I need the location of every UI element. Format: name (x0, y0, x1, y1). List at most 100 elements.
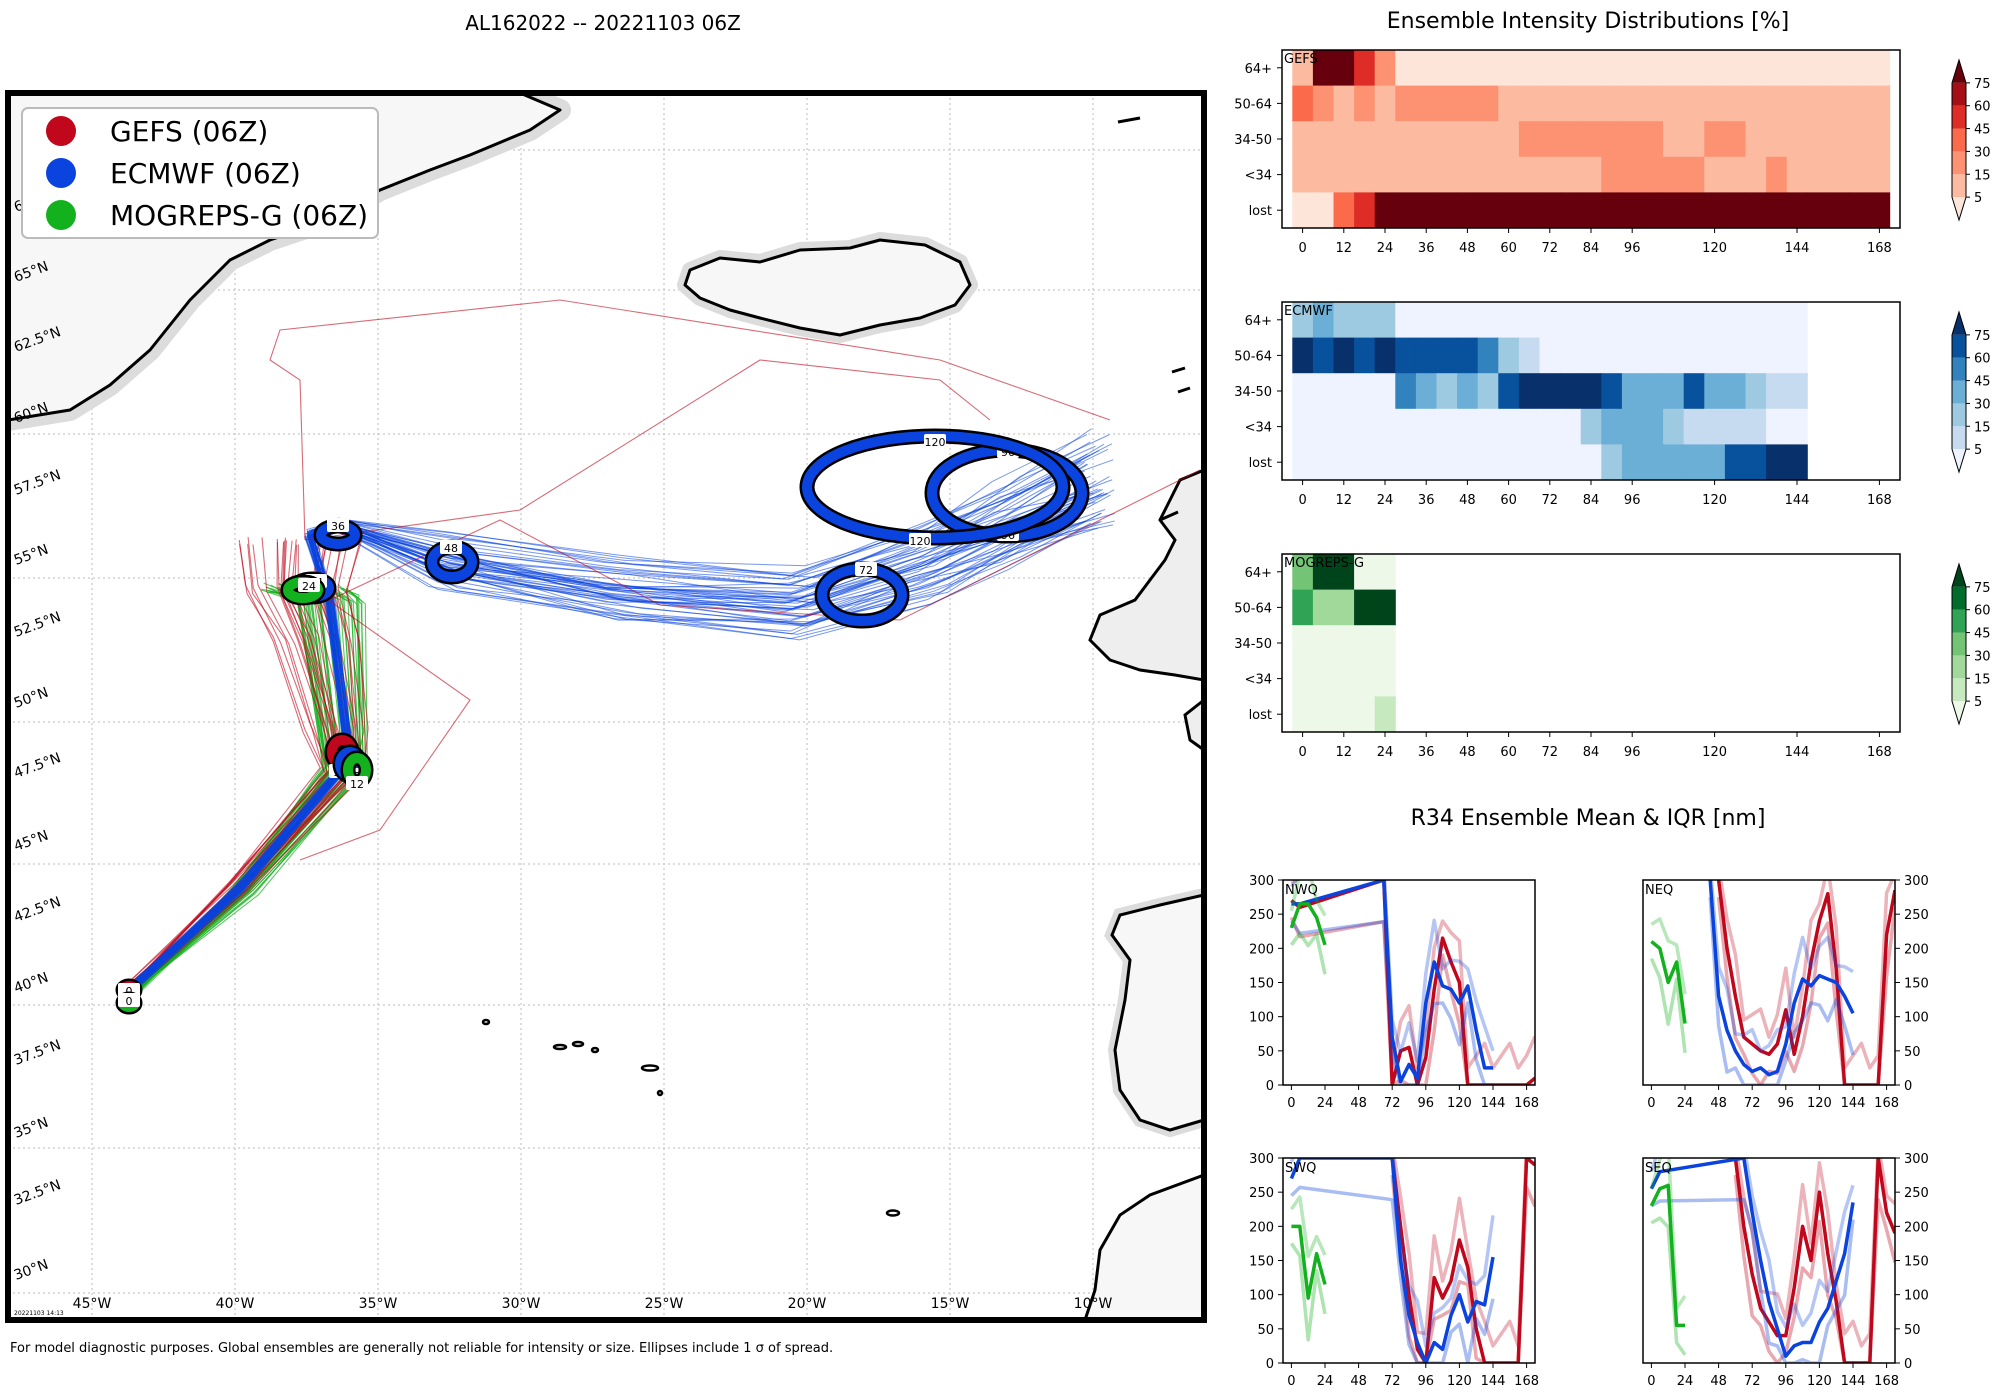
heatmap-cell (1436, 337, 1458, 374)
heatmap-cell (1580, 121, 1602, 158)
heatmap-cell (1539, 85, 1561, 122)
heatmap-cell (1415, 337, 1437, 374)
heatmap-cell (1745, 444, 1767, 481)
heatmap-cell (1642, 373, 1664, 410)
heatmap-cell (1498, 408, 1520, 445)
ecmwf-hour-48-label: 48 (440, 540, 462, 555)
heatmap-cell (1766, 156, 1788, 193)
heatmap-cell (1312, 50, 1334, 87)
x-tick-label: 48 (1350, 1096, 1367, 1111)
heatmap-cell (1292, 444, 1314, 481)
heatmap-cell (1683, 192, 1705, 229)
x-tick-label: 12 (1336, 241, 1353, 256)
y-tick-label: 300 (1249, 874, 1274, 889)
heatmap-cell (1333, 337, 1355, 374)
colorbar-tick-label: 45 (1974, 627, 1991, 642)
azores (481, 1018, 901, 1217)
heatmap-cell (1477, 337, 1499, 374)
mean-line-mogreps-g (1291, 1224, 1327, 1300)
iqr-line-mogreps-g (1649, 1158, 1687, 1311)
x-tick-label: 0 (1298, 493, 1306, 508)
row-label: 50-64 (1234, 601, 1272, 616)
heatmap-cell (1292, 337, 1314, 374)
gefs-outlier (304, 359, 991, 541)
heatmap-cell (1827, 85, 1849, 122)
mean-line-ecmwf (1708, 880, 1855, 1077)
y-tick-label: 200 (1249, 942, 1274, 957)
heatmap-cell (1292, 192, 1314, 229)
panel-series (1649, 1158, 1895, 1363)
heatmap-cell (1374, 302, 1396, 339)
quadrant-label: NWQ (1285, 883, 1318, 898)
colorbar-segment (1952, 82, 1966, 106)
heatmap-cell (1580, 444, 1602, 481)
iqr-line-ecmwf (1650, 1197, 1855, 1363)
x-tick-label: 60 (1500, 241, 1517, 256)
gefs-outlier (269, 299, 1111, 541)
colorbar-segment (1952, 701, 1966, 724)
heatmap-cell (1518, 337, 1540, 374)
x-tick-label: 72 (1542, 493, 1559, 508)
heatmap-cell (1436, 373, 1458, 410)
heatmap-cell (1312, 589, 1334, 626)
heatmap-cell (1580, 85, 1602, 122)
heatmap-cell (1560, 50, 1582, 87)
y-tick-label: 0 (1904, 1357, 1912, 1372)
panel-series (1649, 880, 1895, 1085)
heatmap-cell (1786, 337, 1808, 374)
lon-label: 25°W (645, 1296, 684, 1312)
heatmap-cell (1518, 50, 1540, 87)
heatmap-cell (1663, 444, 1685, 481)
heatmap-cell (1477, 156, 1499, 193)
colorbar-segment (1952, 403, 1966, 427)
north-africa (1083, 1173, 1204, 1320)
heatmap-cell (1477, 408, 1499, 445)
legend-swatch (46, 200, 76, 230)
gefs-track (126, 544, 328, 990)
colorbar-segment (1952, 151, 1966, 175)
heatmap-cell (1539, 408, 1561, 445)
heatmap-cell (1601, 121, 1623, 158)
heatmap-cell (1601, 50, 1623, 87)
r34-panel-nwq: NWQ 0 50 100 150 200 250 300 0 24 48 72 96 120 144 168 (1249, 874, 1539, 1111)
marker-label: 72 (859, 564, 873, 577)
x-tick-label: 12 (1336, 745, 1353, 760)
heatmap-cell (1415, 85, 1437, 122)
row-label: lost (1249, 456, 1272, 471)
heatmap-cell (1580, 337, 1602, 374)
heatmap-cell (1333, 192, 1355, 229)
x-tick-label: 96 (1418, 1096, 1435, 1111)
heatmap-cell (1848, 50, 1870, 87)
heatmap-cell (1333, 156, 1355, 193)
heatmap-cell (1724, 156, 1746, 193)
heatmap-cell (1374, 373, 1396, 410)
colorbar-tick-label: 30 (1974, 649, 1991, 664)
heatmap-cell (1766, 302, 1788, 339)
heatmap-cell (1683, 50, 1705, 87)
heatmap-cell (1436, 50, 1458, 87)
x-tick-label: 48 (1710, 1096, 1727, 1111)
panel-series (1289, 1158, 1535, 1363)
heatmap-cell (1560, 408, 1582, 445)
x-tick-label: 0 (1647, 1096, 1655, 1111)
iqr-line-gefs (1735, 1158, 1895, 1348)
mogreps-hour-24-label: 24 (298, 578, 320, 593)
heatmap-cell (1312, 192, 1334, 229)
x-tick-label: 144 (1841, 1096, 1866, 1111)
colorbar-segment (1952, 426, 1966, 450)
heatmap-cell (1457, 337, 1479, 374)
ecmwf-track (126, 441, 1091, 994)
x-tick-label: 24 (1377, 241, 1394, 256)
heatmap-cell (1333, 444, 1355, 481)
heatmap-cell (1580, 192, 1602, 229)
y-tick-label: 300 (1904, 1152, 1929, 1167)
ecmwf-track (124, 520, 1086, 995)
heatmap-cell (1518, 192, 1540, 229)
y-tick-label: 100 (1904, 1289, 1929, 1304)
heatmap-cell (1869, 156, 1891, 193)
heatmap-cell (1292, 85, 1314, 122)
colorbar-segment (1952, 449, 1966, 472)
heatmap-cell (1498, 192, 1520, 229)
heatmap-cell (1766, 408, 1788, 445)
y-tick-label: 300 (1249, 1152, 1274, 1167)
